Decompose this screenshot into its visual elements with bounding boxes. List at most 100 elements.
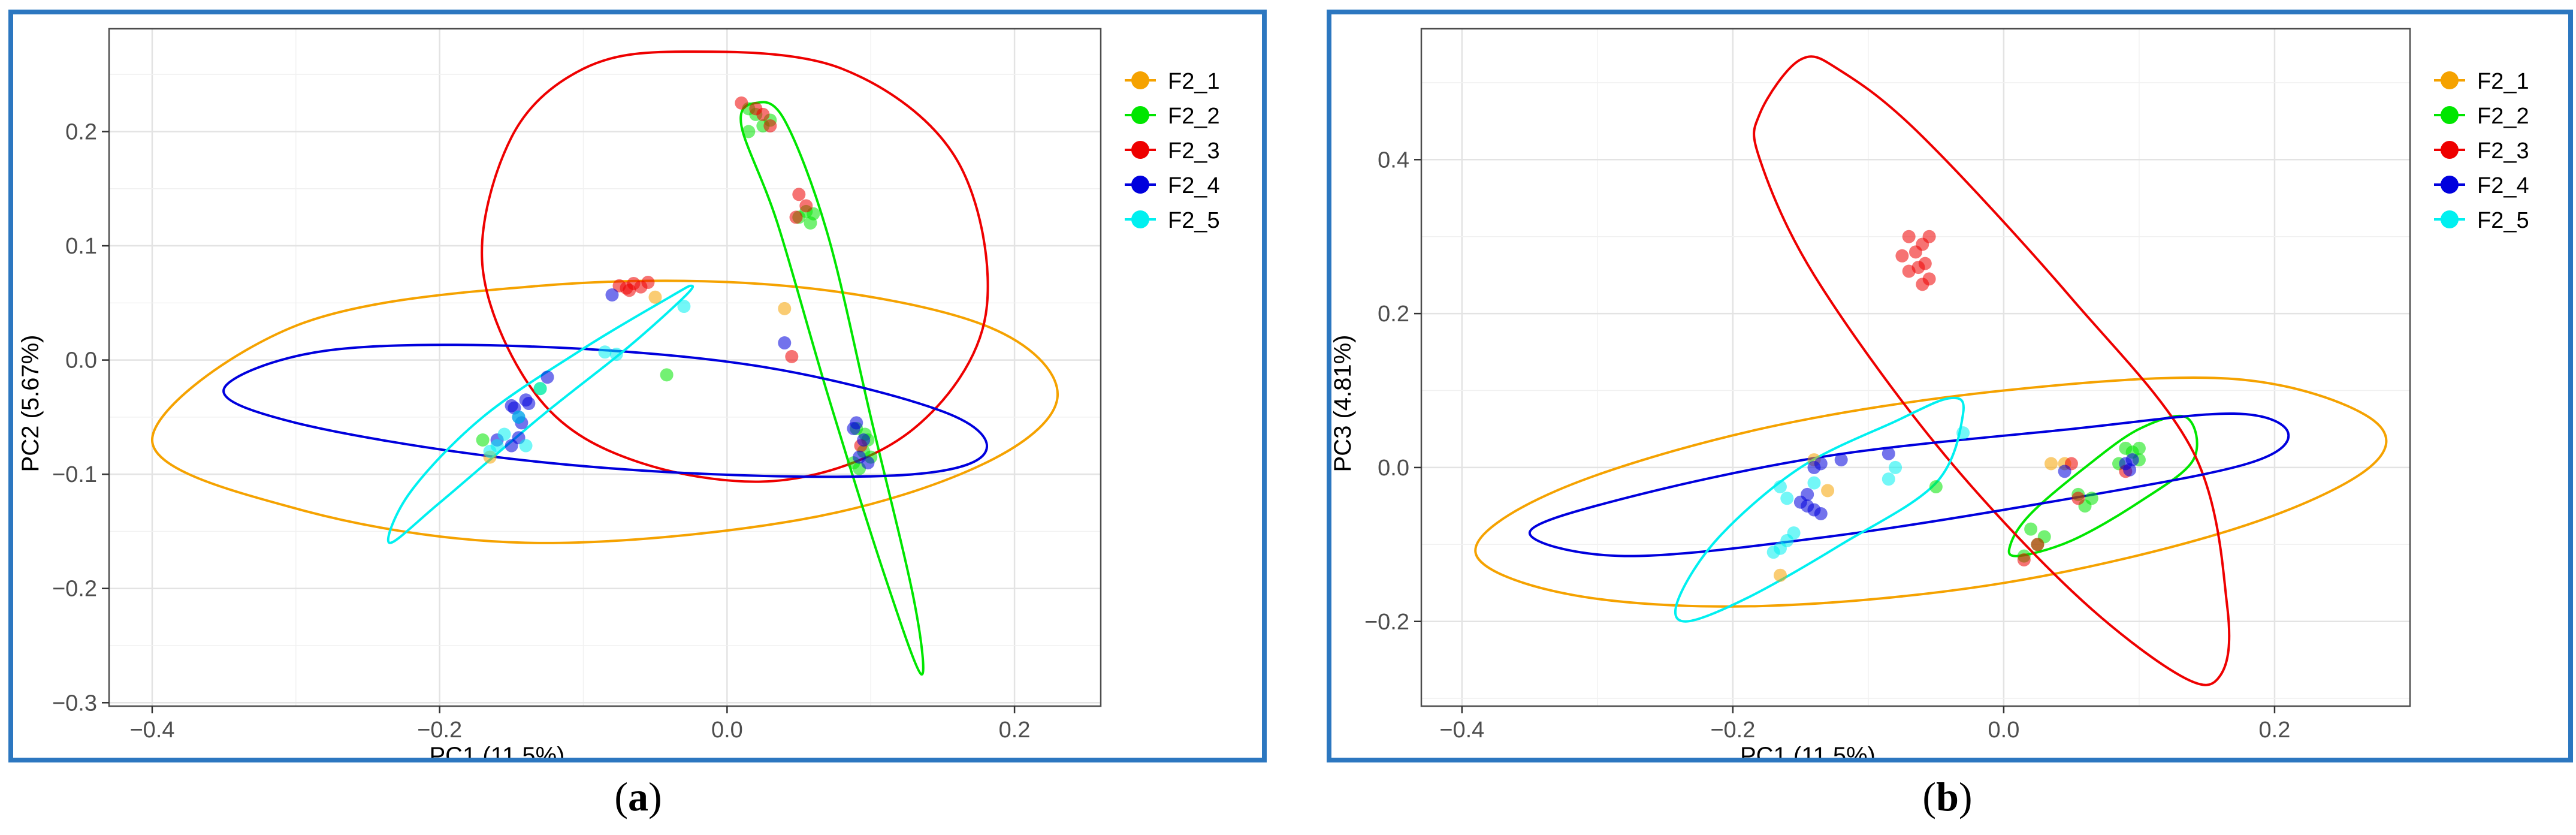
- point-f2-3-b: [1916, 278, 1929, 291]
- x-tick-label-a: −0.2: [417, 718, 462, 743]
- point-f2-5-a: [598, 345, 612, 359]
- legend-label-b: F2_4: [2477, 173, 2529, 198]
- point-f2-3-a: [756, 107, 770, 121]
- point-f2-3-b: [1918, 257, 1932, 270]
- plot-border-b: [1420, 28, 2411, 707]
- x-tick-label-a: −0.4: [129, 718, 174, 743]
- x-tick-label-b: 0.0: [1988, 718, 2020, 743]
- point-f2-1-a: [778, 302, 792, 315]
- x-tick-label-b: −0.2: [1710, 718, 1755, 743]
- point-f2-3-b: [1902, 264, 1916, 278]
- ellipse-f2-4-a: [222, 343, 988, 478]
- point-f2-3-a: [785, 349, 799, 363]
- panel-a-frame: −0.4 −0.2 0.0 0.2 −0.3 −0.2 −0.1 0.0 0.1 0.2 PC1 (…: [8, 10, 1267, 762]
- point-f2-5-b: [1956, 426, 1970, 440]
- legend-label-b: F2_1: [2477, 69, 2529, 94]
- point-f2-3-b: [1922, 230, 1936, 243]
- point-f2-4-b: [1801, 487, 1814, 501]
- point-f2-2-a: [660, 368, 674, 382]
- point-f2-2-a: [476, 433, 490, 447]
- x-axis-label-a: PC1 (11.5%): [429, 743, 564, 758]
- point-f2-3-b: [1902, 230, 1916, 243]
- point-f2-5-b: [1882, 472, 1895, 486]
- point-f2-4-b: [1882, 447, 1895, 460]
- y-tick-label-a: 0.2: [65, 120, 97, 145]
- chart-a: −0.4 −0.2 0.0 0.2 −0.3 −0.2 −0.1 0.0 0.1 0.2 PC1 (…: [17, 28, 1220, 758]
- y-tick-label-a: 0.1: [65, 234, 97, 259]
- point-f2-4-b: [1814, 507, 1828, 520]
- point-f2-3-b: [2071, 492, 2085, 505]
- legend-key-dot-a: [1131, 71, 1149, 89]
- legend-label-a: F2_4: [1168, 173, 1220, 198]
- point-f2-4-b: [1834, 453, 1848, 467]
- point-f2-3-b: [2031, 538, 2045, 551]
- point-f2-4-a: [522, 397, 536, 411]
- x-tick-label-a: 0.2: [999, 718, 1031, 743]
- point-f2-3-a: [789, 210, 803, 224]
- point-f2-2-a: [804, 216, 817, 230]
- legend-label-a: F2_3: [1168, 138, 1220, 164]
- point-f2-5-a: [677, 300, 691, 313]
- point-f2-5-a: [497, 427, 511, 441]
- point-f2-4-a: [540, 370, 554, 384]
- ellipse-f2-1-b: [1474, 376, 2388, 608]
- point-f2-4-b: [2123, 463, 2137, 477]
- ellipse-f2-3-b: [1753, 55, 2231, 686]
- point-f2-4-a: [605, 288, 619, 302]
- point-f2-4-b: [2125, 453, 2139, 467]
- ellipse-f2-4-b: [1528, 412, 2290, 557]
- caption-b: (b): [1922, 774, 1973, 819]
- y-tick-label-b: 0.2: [1378, 302, 1409, 327]
- legend-label-b: F2_5: [2477, 208, 2529, 233]
- legend-label-b: F2_2: [2477, 104, 2529, 129]
- point-f2-5-a: [519, 439, 533, 453]
- y-tick-label-b: 0.4: [1378, 147, 1409, 173]
- y-tick-label-a: −0.3: [52, 691, 97, 716]
- legend-label-a: F2_5: [1168, 208, 1220, 233]
- ellipse-f2-1-a: [150, 279, 1059, 544]
- panel-b-frame: −0.4 −0.2 0.0 0.2 −0.2 0.0 0.2 0.4 PC1 (11.5%) PC…: [1327, 10, 2573, 762]
- plot-area-b: [1421, 29, 2410, 706]
- ellipse-f2-5-b: [1674, 396, 1965, 623]
- legend-label-a: F2_2: [1168, 104, 1220, 129]
- y-axis-label-b: PC3 (4.81%): [1331, 335, 1356, 472]
- point-f2-4-a: [778, 336, 792, 350]
- point-f2-2-b: [2132, 441, 2146, 455]
- point-f2-1-b: [2045, 457, 2058, 471]
- point-f2-5-a: [483, 445, 497, 459]
- legend-label-a: F2_1: [1168, 69, 1220, 94]
- y-tick-label-a: −0.1: [52, 462, 97, 487]
- point-f2-4-a: [861, 456, 875, 470]
- legend-key-dot-b: [2441, 71, 2459, 89]
- legend-key-dot-a: [1131, 176, 1149, 194]
- x-tick-label-a: 0.0: [711, 718, 743, 743]
- point-f2-5-b: [1787, 526, 1801, 540]
- x-tick-label-b: 0.2: [2259, 718, 2291, 743]
- legend-label-b: F2_3: [2477, 138, 2529, 164]
- legend-key-dot-b: [2441, 141, 2459, 159]
- legend-key-dot-b: [2441, 106, 2459, 124]
- caption-a: (a): [614, 774, 662, 819]
- ellipse-f2-3-a: [481, 50, 989, 483]
- point-f2-4-b: [2058, 465, 2071, 478]
- legend-key-dot-a: [1131, 106, 1149, 124]
- y-tick-label-a: 0.0: [65, 348, 97, 373]
- point-f2-4-a: [857, 433, 871, 447]
- point-f2-3-a: [792, 188, 806, 201]
- chart-b: −0.4 −0.2 0.0 0.2 −0.2 0.0 0.2 0.4 PC1 (11.5%) PC…: [1331, 28, 2529, 758]
- point-f2-2-b: [2024, 522, 2038, 536]
- y-tick-label-b: 0.0: [1378, 456, 1409, 481]
- point-f2-5-b: [1807, 476, 1821, 490]
- point-f2-1-a: [648, 290, 662, 304]
- point-f2-1-b: [1821, 484, 1835, 498]
- point-f2-3-a: [735, 96, 748, 110]
- legend-key-dot-b: [2441, 176, 2459, 194]
- point-f2-5-b: [1766, 545, 1780, 559]
- point-f2-1-b: [1773, 568, 1787, 582]
- y-tick-label-a: −0.2: [52, 577, 97, 602]
- point-f2-5-b: [1889, 460, 1902, 474]
- point-f2-5-b: [1773, 480, 1787, 494]
- point-f2-3-b: [2017, 553, 2031, 567]
- plot-border-a: [108, 28, 1102, 707]
- point-f2-3-b: [1895, 249, 1909, 263]
